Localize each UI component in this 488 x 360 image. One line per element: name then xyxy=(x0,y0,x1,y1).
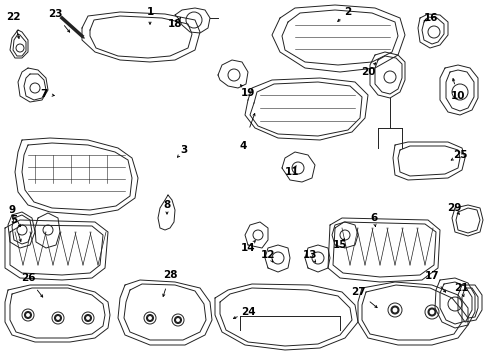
Text: 26: 26 xyxy=(20,273,35,283)
Text: 4: 4 xyxy=(239,141,246,151)
Text: 10: 10 xyxy=(450,91,464,101)
Text: 22: 22 xyxy=(6,12,20,22)
Text: 7: 7 xyxy=(40,89,48,99)
Text: 20: 20 xyxy=(360,67,374,77)
Text: 14: 14 xyxy=(240,243,255,253)
Text: 21: 21 xyxy=(453,283,468,293)
Text: 24: 24 xyxy=(240,307,255,317)
Text: 28: 28 xyxy=(163,270,177,280)
Text: 17: 17 xyxy=(424,271,438,281)
Text: 23: 23 xyxy=(48,9,62,19)
Text: 3: 3 xyxy=(180,145,187,155)
Text: 9: 9 xyxy=(8,205,16,215)
Text: 19: 19 xyxy=(240,88,255,98)
Text: 8: 8 xyxy=(163,200,170,210)
Text: 11: 11 xyxy=(284,167,299,177)
Text: 25: 25 xyxy=(452,150,467,160)
Text: 13: 13 xyxy=(302,250,317,260)
Text: 5: 5 xyxy=(10,215,18,225)
Text: 27: 27 xyxy=(350,287,365,297)
Text: 6: 6 xyxy=(369,213,377,223)
Text: 1: 1 xyxy=(146,7,153,17)
Text: 2: 2 xyxy=(344,7,351,17)
Text: 15: 15 xyxy=(332,240,346,250)
Text: 18: 18 xyxy=(167,19,182,29)
Text: 16: 16 xyxy=(423,13,437,23)
Text: 12: 12 xyxy=(260,250,275,260)
Text: 29: 29 xyxy=(446,203,460,213)
